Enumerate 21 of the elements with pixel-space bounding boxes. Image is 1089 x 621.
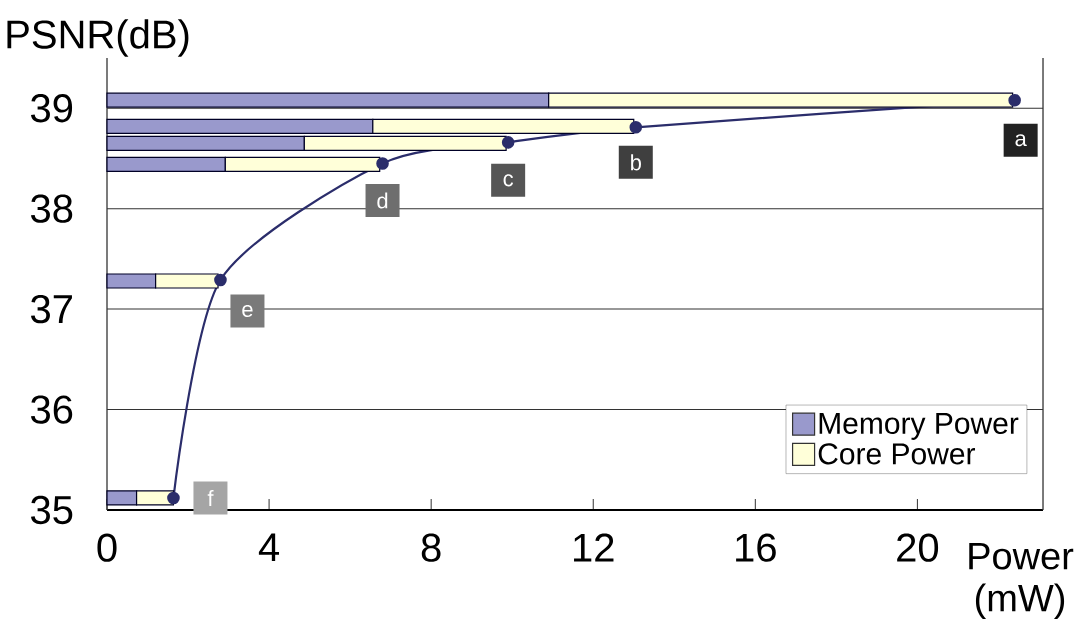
- y-tick-label: 39: [31, 94, 73, 123]
- x-tick-label: 12: [574, 533, 614, 562]
- y-tick-label: 37: [31, 294, 72, 324]
- y-tick-label: 35: [31, 495, 73, 525]
- annotation: f: [207, 489, 214, 506]
- y-tick-label: 36: [31, 395, 73, 424]
- x-tick-label: 20: [897, 533, 939, 562]
- legend-label: Core Power: [818, 443, 976, 465]
- annotation: b: [631, 154, 641, 171]
- x-tick-label: 8: [421, 533, 441, 562]
- annotation: d: [377, 192, 388, 209]
- annotation: a: [1015, 134, 1027, 147]
- legend-label: Memory Power: [819, 413, 1019, 440]
- y-axis-title: PSNR(dB): [7, 19, 189, 57]
- annotation: e: [242, 304, 253, 318]
- x-tick-label: 4: [258, 533, 280, 562]
- x-tick-label: 0: [97, 533, 117, 562]
- x-tick-label: 16: [736, 533, 776, 562]
- annotation: c: [503, 174, 514, 187]
- x-axis-title: Power (mW): [969, 542, 1074, 620]
- y-tick-label: 38: [31, 194, 73, 223]
